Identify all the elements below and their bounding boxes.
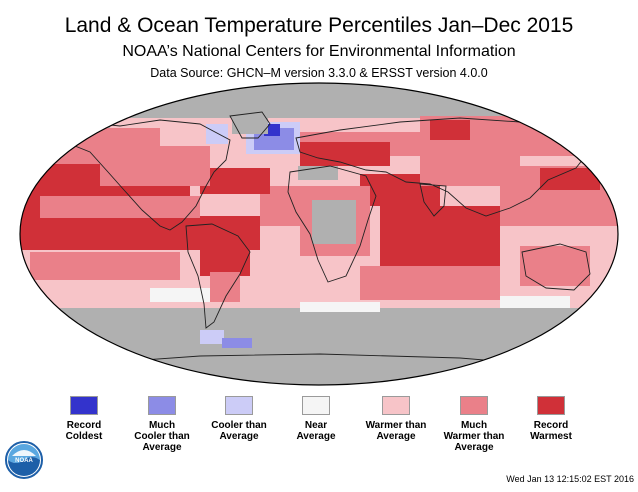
data-source-note: Data Source: GHCN–M version 3.3.0 & ERSS… <box>150 66 488 80</box>
generated-timestamp: Wed Jan 13 12:15:02 EST 2016 <box>506 474 634 484</box>
map-subtitle: NOAA’s National Centers for Environmenta… <box>122 43 516 60</box>
southern-ocean-near-avg-2 <box>300 302 380 312</box>
hudson-cooler <box>206 124 228 144</box>
southern-ocean-near-avg-3 <box>500 296 570 308</box>
legend-swatch <box>225 396 253 415</box>
greenland-no-data <box>232 112 268 134</box>
legend-label: Record Warmest <box>530 420 572 442</box>
north-america-much-warmer <box>100 146 210 186</box>
russia-record-warm <box>430 120 470 140</box>
drake-passage-much-cooler <box>222 338 252 348</box>
legend-label: Near Average <box>296 420 336 442</box>
indian-ocean-record-warm <box>380 206 500 266</box>
legend-label: Much Warmer than Average <box>443 420 505 453</box>
legend-swatch <box>382 396 410 415</box>
arctic-no-data-west <box>20 118 110 132</box>
antarctic-no-data <box>20 308 618 385</box>
europe-record-warm <box>300 142 390 166</box>
asia-much-warmer <box>420 146 520 186</box>
south-pacific-much-warmer <box>30 252 180 280</box>
arctic-no-data <box>20 83 618 118</box>
south-pacific-cooler <box>40 322 60 330</box>
legend-swatch <box>70 396 98 415</box>
noaa-logo-icon: NOAA <box>5 441 43 479</box>
north-atlantic-record-warm <box>200 168 270 194</box>
legend-label: Cooler than Average <box>211 420 267 442</box>
central-africa-no-data <box>312 200 356 244</box>
africa-outline <box>287 165 377 283</box>
legend-label: Record Coldest <box>65 420 103 442</box>
east-pacific-much-warmer <box>40 196 200 218</box>
legend-swatch <box>537 396 565 415</box>
south-indian-much-warmer <box>360 266 500 300</box>
legend-swatch <box>302 396 330 415</box>
legend-swatch <box>460 396 488 415</box>
legend-label: Much Cooler than Average <box>134 420 190 453</box>
southern-ocean-near-avg-1 <box>150 288 210 302</box>
legend: Record Coldest Much Cooler than Average … <box>0 396 638 456</box>
south-america-record-warm <box>200 226 250 276</box>
noaa-logo-text: NOAA <box>15 458 33 464</box>
legend-swatch <box>148 396 176 415</box>
map-title: Land & Ocean Temperature Percentiles Jan… <box>64 14 574 37</box>
globe-border <box>19 82 619 386</box>
australia-much-warmer <box>520 246 590 286</box>
south-america-much-warmer <box>210 272 240 302</box>
north-america-outline <box>38 119 231 231</box>
w-pacific-record-warm <box>540 168 600 190</box>
drake-passage-cooler <box>200 330 224 344</box>
south-america-outline <box>185 223 251 329</box>
greenland-outline <box>229 111 271 139</box>
world-temperature-map <box>19 82 619 386</box>
india-outline <box>419 183 447 217</box>
australia-outline <box>521 243 591 291</box>
europe-asia-outline <box>295 117 591 217</box>
legend-label: Warmer than Average <box>365 420 427 442</box>
